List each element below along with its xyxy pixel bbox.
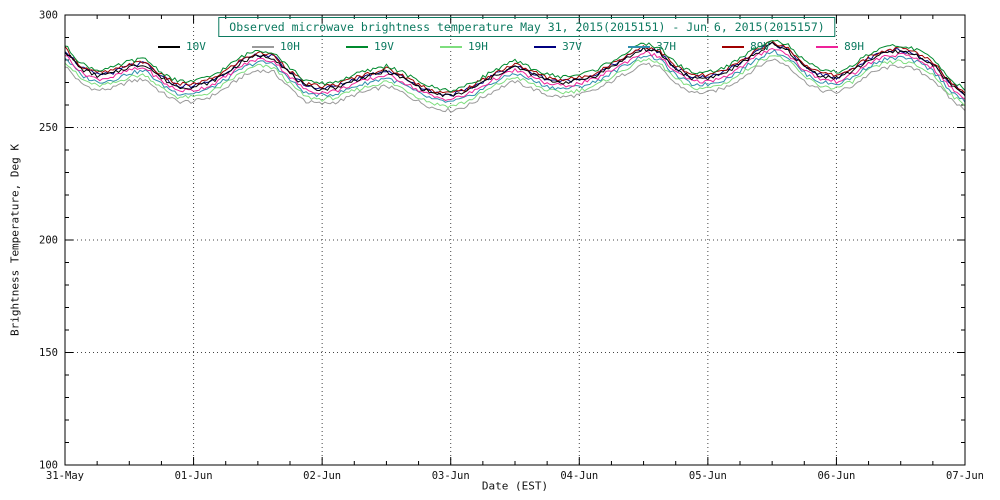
x-tick-label: 05-Jun [689,470,727,482]
legend-label-89V: 89V [750,40,770,53]
legend-item-10H: 10H [252,41,300,52]
series-19H [64,55,966,109]
legend-item-19V: 19V [346,41,394,52]
legend-label-19H: 19H [468,40,488,53]
legend-item-89V: 89V [722,41,770,52]
y-tick-label: 250 [39,122,58,134]
y-tick-label: 150 [39,347,58,359]
series-19V [64,39,966,93]
y-axis-label: Brightness Temperature, Deg K [8,143,22,337]
legend-label-10V: 10V [186,40,206,53]
x-tick-label: 07-Jun [946,470,984,482]
legend-item-10V: 10V [158,41,206,52]
legend-swatch-89H [816,45,839,48]
y-tick-label: 100 [39,460,58,472]
x-tick-label: 31-May [46,470,84,482]
x-tick-label: 04-Jun [560,470,598,482]
legend-item-89H: 89H [816,41,864,52]
x-tick-label: 01-Jun [175,470,213,482]
legend-swatch-19H [440,45,463,48]
x-tick-label: 03-Jun [432,470,470,482]
series-89H [64,47,966,101]
legend-label-19V: 19V [374,40,394,53]
legend-swatch-89V [722,45,745,48]
legend-item-37H: 37H [628,41,676,52]
y-tick-label: 200 [39,235,58,247]
x-axis-label: Date (EST) [481,479,549,493]
legend-item-37V: 37V [534,41,582,52]
legend-swatch-37V [534,45,557,48]
legend-item-19H: 19H [440,41,488,52]
legend-label-10H: 10H [280,40,300,53]
series-37H [64,48,966,103]
y-tick-label: 300 [39,10,58,22]
legend-swatch-10H [252,45,275,48]
legend-swatch-10V [158,45,180,48]
chart-title: Observed microwave brightness temperatur… [218,17,836,37]
plot-frame [64,14,966,466]
series-89V [64,40,966,94]
x-tick-label: 06-Jun [817,470,855,482]
series-10V [64,41,966,98]
legend-label-37H: 37H [656,40,676,53]
series-10H [64,58,966,114]
legend-swatch-19V [346,45,369,48]
legend-label-89H: 89H [844,40,864,53]
legend-swatch-37H [628,45,651,48]
legend-label-37V: 37V [562,40,582,53]
legend: 10V 10H 19V 19H 37V 37H 89V 89H [158,41,864,52]
x-tick-label: 02-Jun [303,470,341,482]
